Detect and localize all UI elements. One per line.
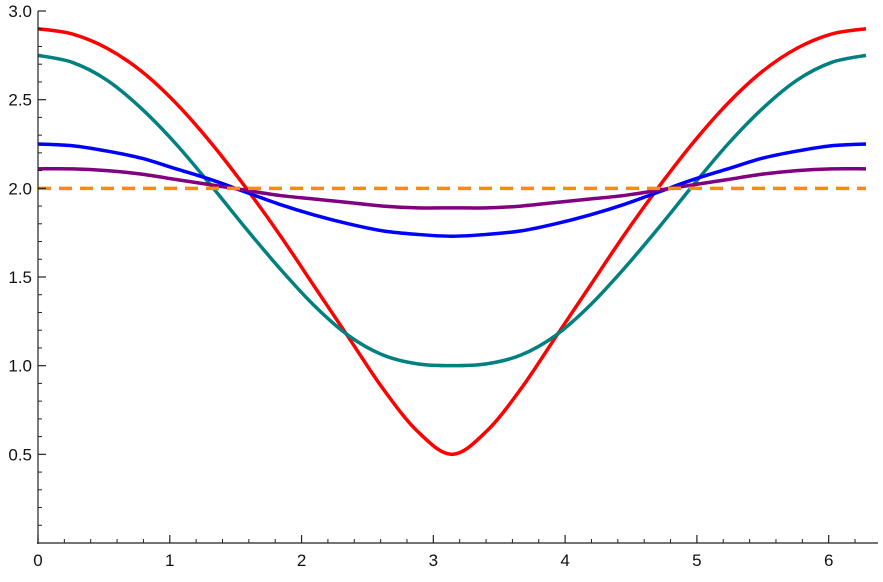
x-tick-label: 3: [429, 551, 438, 570]
y-tick-label: 2.0: [8, 179, 32, 198]
x-tick-label: 6: [824, 551, 833, 570]
x-tick-label: 5: [692, 551, 701, 570]
y-tick-label: 0.5: [8, 445, 32, 464]
series-line-1: [37, 26, 867, 457]
x-tick-label: 1: [165, 551, 174, 570]
series-line-4: [37, 166, 867, 210]
series-line-3: [37, 142, 867, 238]
y-tick-label: 2.5: [8, 91, 32, 110]
y-tick-label: 1.5: [8, 268, 32, 287]
y-tick-label: 1.0: [8, 357, 32, 376]
x-tick-label: 4: [560, 551, 569, 570]
series-layer: [37, 26, 867, 457]
y-tick-label: 3.0: [8, 2, 32, 21]
series-line-2: [37, 53, 867, 368]
x-tick-label: 0: [33, 551, 42, 570]
x-tick-label: 2: [297, 551, 306, 570]
axes-layer: 0 1 2 3 4 5 6 0.5 1.0 1.5 2.0 2.5 3.0: [8, 2, 878, 570]
